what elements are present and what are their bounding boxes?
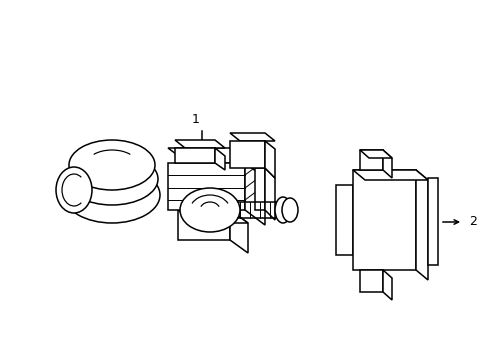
Polygon shape: [229, 210, 247, 253]
Polygon shape: [168, 148, 264, 163]
Ellipse shape: [274, 197, 290, 223]
Polygon shape: [175, 140, 224, 148]
Polygon shape: [359, 150, 382, 170]
Polygon shape: [264, 141, 274, 178]
Polygon shape: [168, 163, 244, 210]
Polygon shape: [352, 170, 427, 180]
Ellipse shape: [69, 140, 155, 190]
Polygon shape: [427, 178, 437, 265]
Polygon shape: [382, 150, 391, 178]
Polygon shape: [229, 141, 264, 168]
Polygon shape: [215, 148, 224, 170]
Ellipse shape: [180, 188, 240, 232]
Text: 1: 1: [192, 113, 200, 126]
Polygon shape: [244, 163, 264, 225]
Polygon shape: [359, 150, 391, 158]
Polygon shape: [229, 133, 274, 141]
Polygon shape: [335, 185, 352, 255]
Polygon shape: [359, 270, 382, 292]
Polygon shape: [382, 270, 391, 300]
Text: 2: 2: [468, 216, 476, 229]
Ellipse shape: [56, 167, 92, 213]
Polygon shape: [264, 168, 274, 220]
Polygon shape: [352, 170, 415, 270]
Polygon shape: [415, 170, 427, 280]
Ellipse shape: [64, 167, 160, 223]
Ellipse shape: [66, 153, 158, 205]
Polygon shape: [175, 148, 215, 163]
Polygon shape: [254, 168, 264, 210]
Polygon shape: [178, 210, 247, 223]
Ellipse shape: [282, 198, 297, 222]
Polygon shape: [178, 210, 229, 240]
